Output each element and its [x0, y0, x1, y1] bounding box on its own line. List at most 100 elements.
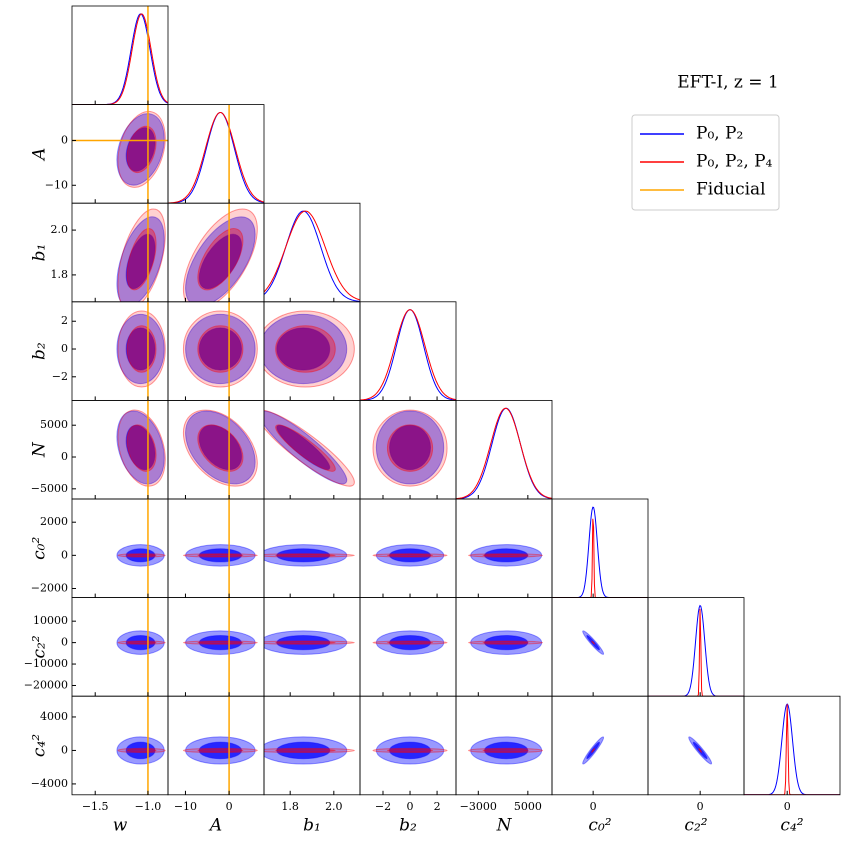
contour: [591, 640, 596, 645]
density-curve: [744, 704, 840, 795]
contour: [197, 228, 244, 291]
y-tick-label: −5000: [31, 482, 68, 495]
x-tick-label: 0: [784, 800, 791, 813]
density-curve: [360, 309, 456, 401]
x-axis-label: w: [113, 815, 128, 835]
contour: [586, 741, 601, 760]
contour: [484, 634, 529, 651]
panel: [182, 499, 258, 598]
contour: [482, 553, 529, 557]
contour: [198, 424, 243, 471]
y-tick-label: −2000: [31, 581, 68, 594]
density-curve: [648, 608, 744, 697]
y-tick-label: 0: [61, 342, 68, 355]
y-tick-label: −2: [52, 370, 68, 383]
x-axis-label: c₀²: [588, 815, 611, 835]
y-axis-label: b₁: [30, 244, 50, 262]
panel-frame: [167, 104, 265, 204]
contour: [484, 741, 529, 760]
contour: [698, 747, 703, 754]
x-tick-label: −1.5: [82, 800, 109, 813]
contour: [126, 325, 157, 373]
contour: [275, 325, 336, 373]
contour: [372, 553, 448, 558]
contour: [388, 548, 432, 563]
contour: [276, 424, 331, 471]
contour: [468, 640, 544, 645]
contour: [182, 640, 258, 645]
panel: [582, 630, 605, 655]
contour: [117, 553, 166, 558]
panel: [744, 703, 840, 795]
density-curve: [72, 13, 168, 105]
panel: [168, 104, 264, 204]
x-tick-label: 2: [434, 800, 441, 813]
contour: [372, 640, 448, 645]
panel-frame: [263, 202, 361, 303]
x-axis-label: b₂: [399, 815, 417, 835]
y-axis-label: A: [30, 148, 50, 162]
panel: [582, 736, 605, 765]
contour: [198, 741, 243, 760]
density-curve: [552, 506, 648, 598]
contour: [117, 310, 166, 388]
density-curve: [648, 604, 744, 697]
panel-frame: [551, 498, 649, 598]
contour: [698, 748, 702, 753]
x-axis-label: A: [208, 815, 222, 835]
y-axis-label: c₀²: [30, 537, 50, 560]
y-tick-label: 2.0: [51, 223, 69, 236]
panel: [72, 104, 168, 204]
density-curve: [744, 703, 840, 795]
contour: [692, 741, 708, 760]
contour: [117, 110, 166, 188]
panel-frame: [359, 301, 457, 401]
y-tick-label: −4000: [31, 777, 68, 790]
contour: [275, 424, 336, 472]
density-curve: [72, 13, 168, 105]
panel: [360, 309, 456, 401]
legend-label: Fiducial: [696, 180, 766, 200]
contour: [482, 748, 529, 753]
contour: [388, 741, 432, 760]
contour: [198, 233, 243, 290]
panel: [264, 210, 360, 302]
panel: [182, 597, 258, 697]
contour: [197, 553, 244, 557]
contour: [182, 208, 258, 302]
contour: [484, 548, 529, 563]
panel: [456, 407, 552, 499]
panel-frame: [71, 5, 169, 105]
y-tick-label: 2: [61, 314, 68, 327]
density-curve: [168, 112, 264, 204]
contour: [182, 747, 258, 754]
panel: [116, 597, 166, 697]
contour: [197, 641, 244, 645]
y-tick-label: 0: [61, 450, 68, 463]
panel: [116, 301, 166, 401]
y-tick-label: 0: [61, 548, 68, 561]
x-tick-label: −2: [375, 800, 391, 813]
panel: [116, 400, 166, 499]
panel: [372, 544, 448, 567]
panel: [264, 310, 355, 388]
contour: [264, 310, 355, 388]
contour: [276, 741, 331, 760]
panel: [182, 203, 258, 302]
contour: [126, 748, 157, 753]
x-tick-label: 2.0: [325, 800, 343, 813]
y-tick-label: 1.8: [51, 268, 69, 281]
x-tick-label: −10: [174, 800, 197, 813]
contour: [275, 748, 336, 753]
contour: [386, 424, 434, 472]
x-tick-label: −1.0: [135, 800, 162, 813]
x-tick-label: 0: [697, 800, 704, 813]
panel: [688, 736, 713, 765]
contour: [264, 747, 355, 754]
panel: [116, 696, 166, 795]
y-tick-label: 0: [61, 743, 68, 756]
density-curve: [360, 309, 456, 401]
y-tick-label: 0: [61, 636, 68, 649]
contour: [276, 548, 331, 563]
